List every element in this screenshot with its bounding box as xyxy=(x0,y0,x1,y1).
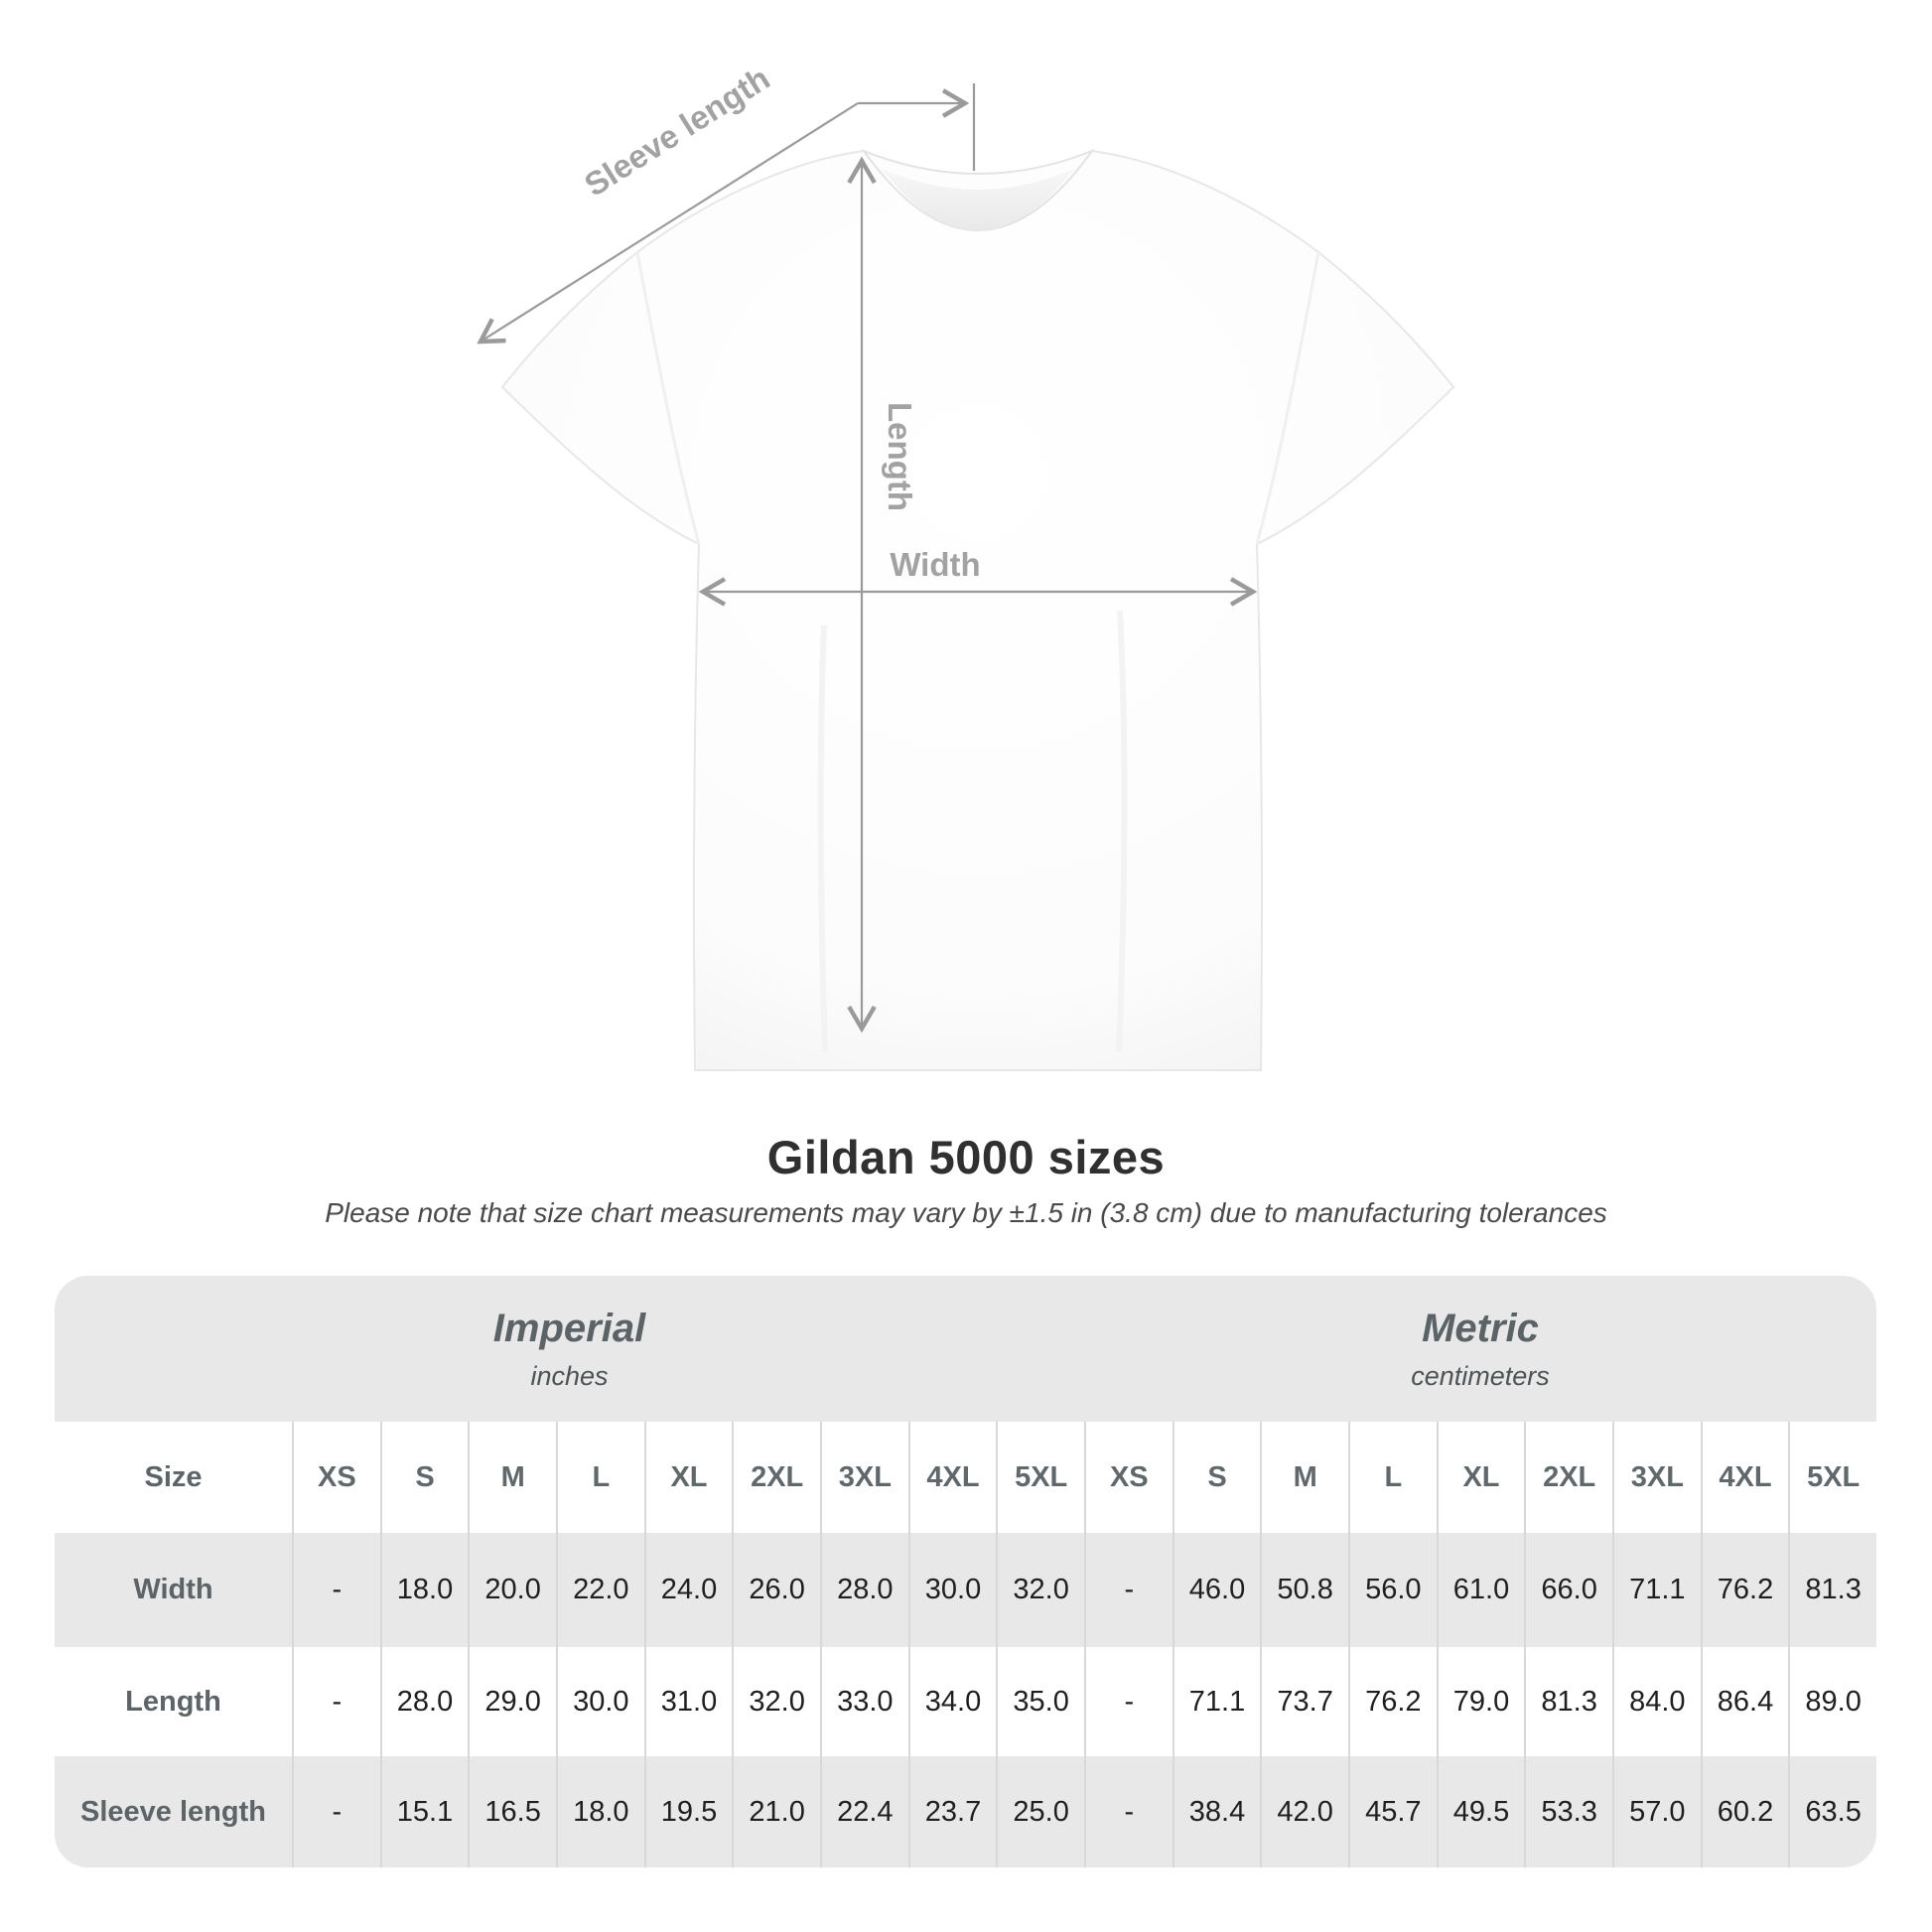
size-header-cell: XS xyxy=(292,1422,380,1533)
value-cell: 76.2 xyxy=(1347,1647,1437,1756)
size-header-cell: L xyxy=(1347,1422,1437,1533)
row-label: Sleeve length xyxy=(55,1756,292,1867)
left-armhole-seam xyxy=(635,251,701,545)
imperial-group-header: Imperial inches xyxy=(55,1276,1084,1422)
size-header-cell: 3XL xyxy=(1611,1422,1701,1533)
value-cell: 19.5 xyxy=(643,1756,733,1867)
size-header-cell: M xyxy=(468,1422,556,1533)
page-title: Gildan 5000 sizes xyxy=(766,1131,1166,1183)
metric-group-unit: centimeters xyxy=(1411,1360,1550,1391)
fold-shading xyxy=(817,624,828,1053)
value-cell: 28.0 xyxy=(819,1533,908,1647)
value-cell: 20.0 xyxy=(468,1533,556,1647)
sleeve-length-label: Sleeve length xyxy=(578,60,776,204)
size-header-cell: S xyxy=(1172,1422,1261,1533)
size-header-cell: 4XL xyxy=(907,1422,997,1533)
row-label: Width xyxy=(55,1533,292,1647)
value-cell: 21.0 xyxy=(732,1756,820,1867)
value-cell: - xyxy=(1083,1756,1173,1867)
value-cell: 18.0 xyxy=(555,1756,644,1867)
value-cell: 81.3 xyxy=(1788,1533,1876,1647)
size-header-cell: S xyxy=(379,1422,469,1533)
value-cell: 57.0 xyxy=(1611,1756,1701,1867)
value-cell: 18.0 xyxy=(379,1533,469,1647)
value-cell: - xyxy=(1083,1533,1173,1647)
size-header-cell: 2XL xyxy=(1524,1422,1612,1533)
value-cell: 28.0 xyxy=(379,1647,469,1756)
value-cell: 56.0 xyxy=(1347,1533,1437,1647)
value-cell: 63.5 xyxy=(1788,1756,1876,1867)
size-header-cell: XL xyxy=(643,1422,733,1533)
value-cell: 61.0 xyxy=(1436,1533,1525,1647)
value-cell: 30.0 xyxy=(555,1647,644,1756)
size-header-cell: L xyxy=(555,1422,644,1533)
value-cell: 76.2 xyxy=(1700,1533,1789,1647)
value-cell: 71.1 xyxy=(1611,1533,1701,1647)
value-cell: 22.0 xyxy=(555,1533,644,1647)
value-cell: 73.7 xyxy=(1260,1647,1348,1756)
tshirt-body xyxy=(500,149,1455,1071)
value-cell: - xyxy=(292,1647,380,1756)
size-header-cell: M xyxy=(1260,1422,1348,1533)
right-armhole-seam xyxy=(1255,251,1320,545)
value-cell: 30.0 xyxy=(907,1533,997,1647)
value-cell: 35.0 xyxy=(996,1647,1084,1756)
value-cell: 16.5 xyxy=(468,1756,556,1867)
value-cell: 34.0 xyxy=(907,1647,997,1756)
row-label: Length xyxy=(55,1647,292,1756)
value-cell: 53.3 xyxy=(1524,1756,1612,1867)
width-label: Width xyxy=(890,546,980,583)
value-cell: 81.3 xyxy=(1524,1647,1612,1756)
value-cell: 24.0 xyxy=(643,1533,733,1647)
value-cell: 29.0 xyxy=(468,1647,556,1756)
value-cell: 66.0 xyxy=(1524,1533,1612,1647)
size-header-cell: 3XL xyxy=(819,1422,908,1533)
metric-group-header: Metric centimeters xyxy=(1083,1276,1876,1422)
value-cell: 79.0 xyxy=(1436,1647,1525,1756)
tshirt-collar-opening xyxy=(882,169,1074,230)
value-cell: 42.0 xyxy=(1260,1756,1348,1867)
metric-group-title: Metric xyxy=(1422,1306,1539,1350)
value-cell: - xyxy=(292,1533,380,1647)
size-header-cell: 4XL xyxy=(1700,1422,1789,1533)
value-cell: 23.7 xyxy=(907,1756,997,1867)
value-cell: - xyxy=(292,1756,380,1867)
imperial-group-title: Imperial xyxy=(492,1306,646,1350)
value-cell: 86.4 xyxy=(1700,1647,1789,1756)
value-cell: 60.2 xyxy=(1700,1756,1789,1867)
value-cell: 50.8 xyxy=(1260,1533,1348,1647)
value-cell: - xyxy=(1083,1647,1173,1756)
value-cell: 33.0 xyxy=(819,1647,908,1756)
tshirt-diagram: Sleeve length Length Width xyxy=(477,60,1455,1071)
value-cell: 26.0 xyxy=(732,1533,820,1647)
value-cell: 25.0 xyxy=(996,1756,1084,1867)
value-cell: 49.5 xyxy=(1436,1756,1525,1867)
value-cell: 32.0 xyxy=(732,1647,820,1756)
fold-shading xyxy=(1116,610,1128,1053)
size-header-cell: 5XL xyxy=(1788,1422,1876,1533)
imperial-group-unit: inches xyxy=(530,1360,609,1391)
value-cell: 71.1 xyxy=(1172,1647,1261,1756)
size-header-cell: 5XL xyxy=(996,1422,1084,1533)
size-header-cell: XS xyxy=(1083,1422,1173,1533)
length-label: Length xyxy=(882,402,918,511)
size-header-cell: XL xyxy=(1436,1422,1525,1533)
size-column-header: Size xyxy=(55,1422,292,1533)
value-cell: 46.0 xyxy=(1172,1533,1261,1647)
value-cell: 31.0 xyxy=(643,1647,733,1756)
value-cell: 15.1 xyxy=(379,1756,469,1867)
sleeve-dimension-line xyxy=(477,102,859,345)
tolerance-note: Please note that size chart measurements… xyxy=(325,1197,1607,1228)
value-cell: 45.7 xyxy=(1347,1756,1437,1867)
value-cell: 38.4 xyxy=(1172,1756,1261,1867)
size-header-cell: 2XL xyxy=(732,1422,820,1533)
value-cell: 32.0 xyxy=(996,1533,1084,1647)
value-cell: 84.0 xyxy=(1611,1647,1701,1756)
value-cell: 22.4 xyxy=(819,1756,908,1867)
size-table: Imperial inches Metric centimeters Size X… xyxy=(55,1276,1876,1867)
value-cell: 89.0 xyxy=(1788,1647,1876,1756)
